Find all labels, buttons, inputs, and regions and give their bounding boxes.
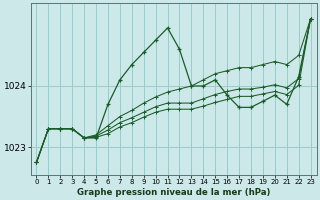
X-axis label: Graphe pression niveau de la mer (hPa): Graphe pression niveau de la mer (hPa) [77, 188, 270, 197]
